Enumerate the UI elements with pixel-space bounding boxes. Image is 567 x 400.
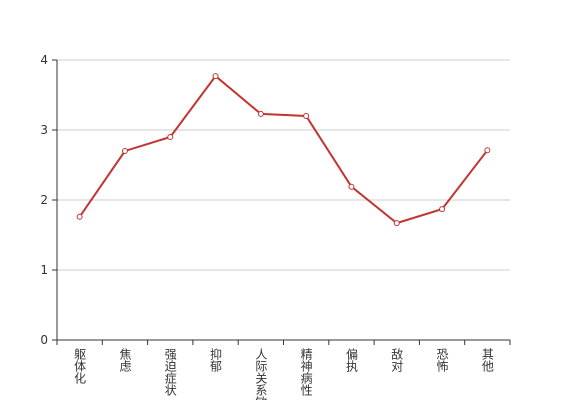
y-tick-label: 1 [40, 263, 48, 277]
x-tick-label: 躯体化 [73, 347, 87, 385]
point [212, 73, 219, 80]
point [348, 183, 355, 190]
x-tick-label: 其他 [480, 348, 494, 372]
x-tick-label: 焦虑 [118, 348, 132, 372]
line [78, 74, 489, 225]
point [257, 110, 264, 117]
point [76, 213, 83, 220]
x-tick-label: 恐怖 [435, 348, 449, 372]
point [484, 147, 491, 154]
y-tick-label: 4 [40, 53, 48, 67]
point [121, 148, 128, 154]
x-tick-label: 抑郁 [209, 347, 223, 373]
point [393, 220, 400, 227]
point [439, 206, 446, 213]
x-tick-label: 强迫症状 [163, 348, 177, 396]
point [303, 113, 310, 119]
y-tick-label: 2 [40, 193, 48, 207]
x-tick-label: 偏执 [344, 347, 358, 373]
y-tick-label: 0 [40, 333, 48, 347]
point [167, 134, 174, 140]
x-tick-label: 人际关系敏感 [254, 348, 268, 400]
x-tick-label: 敌对 [390, 347, 404, 372]
x-tick-label: 精神病性 [299, 348, 313, 397]
y-tick-label: 3 [40, 123, 48, 137]
